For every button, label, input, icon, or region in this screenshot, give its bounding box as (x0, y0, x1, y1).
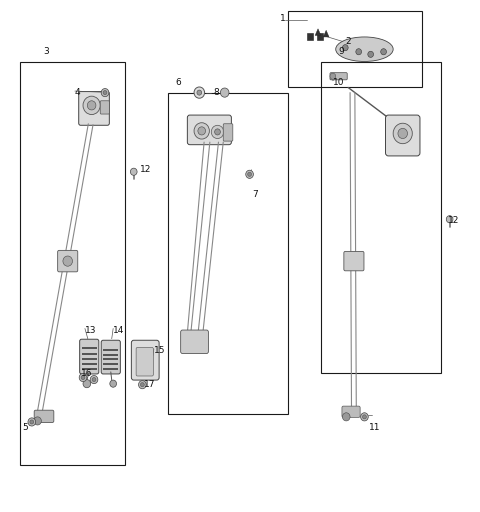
Bar (20, 62, 125, 465)
Text: 14: 14 (113, 326, 124, 334)
Circle shape (398, 129, 408, 139)
Circle shape (362, 415, 366, 419)
Text: 2: 2 (345, 37, 351, 46)
Circle shape (110, 380, 117, 387)
Circle shape (92, 377, 96, 381)
Circle shape (101, 89, 109, 97)
Text: 4: 4 (75, 88, 81, 97)
Text: 12: 12 (448, 216, 459, 225)
Text: 3: 3 (44, 47, 49, 56)
FancyBboxPatch shape (101, 340, 120, 374)
Polygon shape (323, 30, 329, 37)
FancyBboxPatch shape (100, 101, 109, 114)
Ellipse shape (336, 37, 393, 61)
Bar (103, 354, 119, 356)
Circle shape (194, 123, 209, 139)
FancyBboxPatch shape (58, 250, 78, 272)
Circle shape (198, 127, 205, 135)
Circle shape (90, 375, 98, 383)
Text: 10: 10 (333, 78, 345, 87)
Bar (82, 368, 97, 370)
Circle shape (211, 125, 224, 139)
Circle shape (342, 45, 348, 51)
FancyBboxPatch shape (330, 73, 347, 80)
Bar (103, 363, 119, 365)
Bar (103, 349, 119, 351)
Circle shape (197, 90, 202, 95)
FancyBboxPatch shape (223, 124, 233, 141)
Text: 8: 8 (214, 88, 219, 97)
FancyBboxPatch shape (344, 251, 364, 271)
FancyBboxPatch shape (80, 339, 99, 374)
Text: 5: 5 (23, 422, 28, 432)
FancyBboxPatch shape (34, 410, 54, 422)
Text: 16: 16 (81, 369, 93, 378)
Circle shape (342, 413, 350, 421)
Circle shape (393, 123, 412, 144)
FancyBboxPatch shape (385, 115, 420, 156)
Circle shape (330, 73, 336, 79)
FancyBboxPatch shape (136, 348, 154, 376)
Circle shape (28, 418, 36, 426)
Polygon shape (315, 29, 321, 35)
Circle shape (246, 170, 253, 178)
FancyBboxPatch shape (79, 92, 109, 125)
Circle shape (194, 87, 204, 98)
Bar (103, 358, 119, 360)
Circle shape (141, 382, 144, 387)
Bar (307, 33, 313, 40)
Circle shape (63, 256, 72, 266)
Circle shape (30, 420, 34, 424)
Bar (103, 368, 119, 370)
Circle shape (220, 88, 229, 97)
FancyBboxPatch shape (132, 340, 159, 380)
Circle shape (103, 91, 107, 95)
Circle shape (83, 96, 100, 115)
Text: 13: 13 (85, 326, 96, 334)
Bar (288, 11, 422, 88)
Text: 12: 12 (140, 165, 151, 174)
Bar (317, 33, 323, 40)
Circle shape (139, 380, 146, 389)
Bar (82, 357, 97, 359)
Bar (168, 93, 288, 414)
Circle shape (83, 379, 91, 388)
Bar (322, 62, 441, 373)
Circle shape (34, 417, 41, 425)
Bar (82, 348, 97, 350)
Circle shape (81, 375, 85, 379)
Circle shape (131, 168, 137, 175)
FancyBboxPatch shape (342, 406, 360, 417)
Circle shape (368, 51, 373, 57)
Circle shape (356, 49, 361, 55)
FancyBboxPatch shape (187, 115, 231, 145)
Circle shape (446, 216, 453, 223)
Circle shape (87, 101, 96, 110)
Bar (82, 362, 97, 365)
Text: 6: 6 (175, 78, 181, 87)
Text: 11: 11 (369, 422, 381, 432)
Circle shape (360, 413, 368, 421)
Text: 9: 9 (338, 47, 344, 56)
Text: 15: 15 (154, 346, 165, 355)
Text: 7: 7 (252, 190, 258, 199)
Circle shape (381, 49, 386, 55)
Circle shape (79, 373, 87, 381)
Circle shape (215, 129, 220, 135)
Bar (82, 352, 97, 354)
Text: 17: 17 (144, 380, 156, 389)
Circle shape (248, 172, 252, 176)
Text: 1: 1 (280, 14, 286, 23)
FancyBboxPatch shape (180, 330, 208, 353)
